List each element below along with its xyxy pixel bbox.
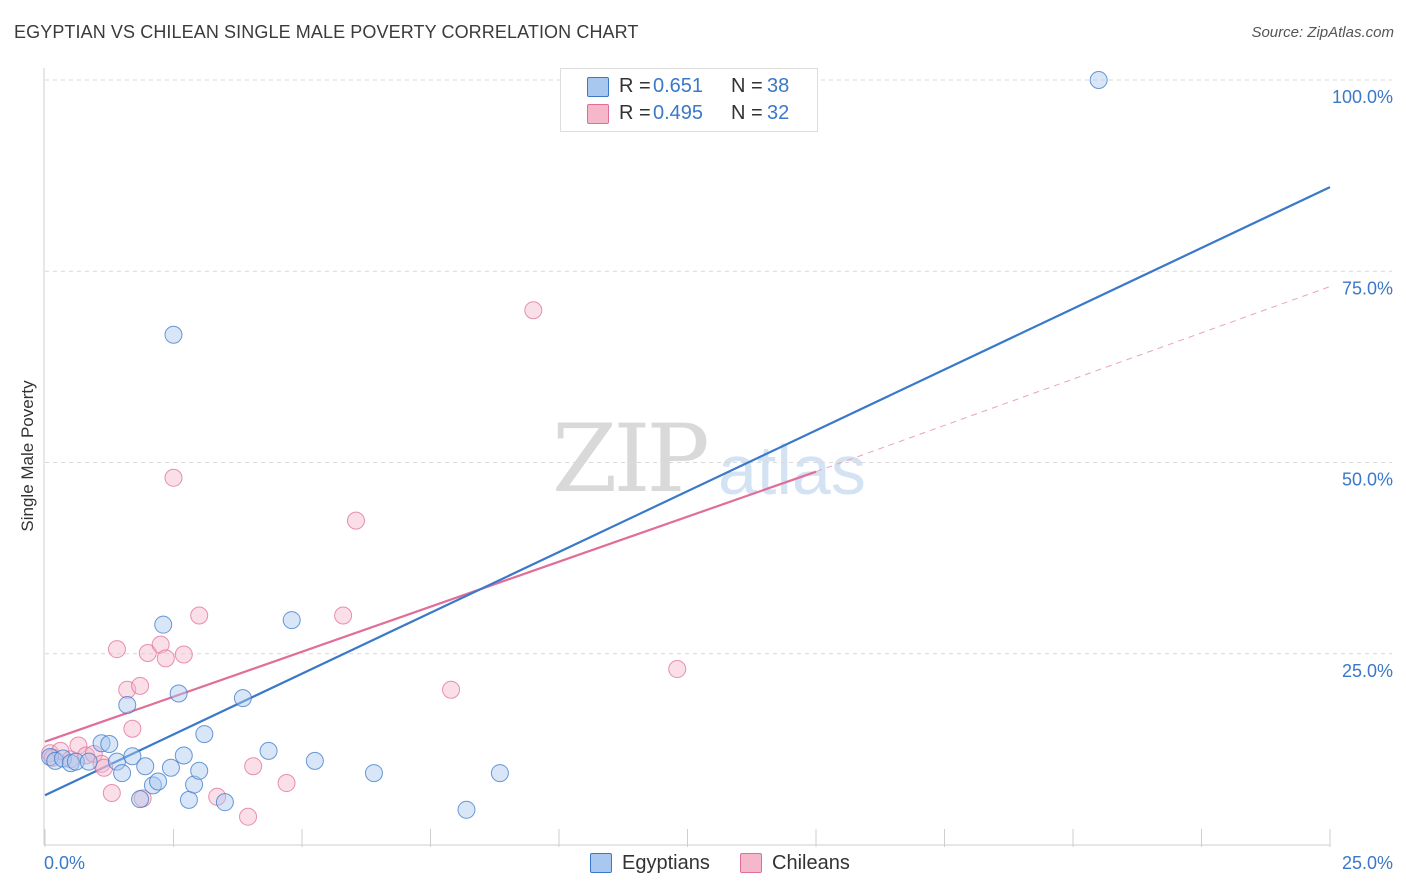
chileans-point bbox=[164, 468, 183, 487]
egyptians-point bbox=[305, 751, 324, 770]
grid-lines bbox=[45, 79, 1392, 655]
chileans-point bbox=[123, 719, 142, 738]
egyptians-point bbox=[169, 684, 188, 703]
chileans-point bbox=[524, 301, 543, 320]
chileans-point bbox=[138, 643, 157, 662]
egyptians-point bbox=[457, 800, 476, 819]
chileans-point bbox=[107, 640, 126, 659]
egyptians-point bbox=[136, 757, 155, 776]
egyptians-point bbox=[131, 790, 150, 809]
correlation-legend: R = 0.651 N = 38 R = 0.495 N = 32 bbox=[560, 68, 818, 132]
legend-swatch-pink bbox=[587, 104, 609, 124]
series-label: Chileans bbox=[772, 852, 850, 874]
chileans-point bbox=[131, 676, 150, 695]
legend-n-value: 38 bbox=[767, 75, 790, 97]
egyptians-point bbox=[179, 790, 198, 809]
trend-lines bbox=[44, 186, 1331, 797]
chileans-point bbox=[69, 736, 88, 755]
series-swatch-pink bbox=[740, 853, 762, 873]
chileans-point bbox=[190, 606, 209, 625]
egyptians-point bbox=[282, 611, 301, 630]
legend-n-value: 32 bbox=[767, 102, 790, 124]
egyptians-point bbox=[364, 764, 383, 783]
x-tick-label: 25.0% bbox=[1342, 853, 1393, 873]
x-tick-label: 0.0% bbox=[44, 853, 85, 873]
egyptians-point bbox=[66, 752, 85, 771]
chileans-point bbox=[244, 757, 263, 776]
watermark-zip: ZIP bbox=[552, 405, 710, 514]
egyptians-point bbox=[100, 735, 119, 754]
tick-labels: 25.0% 50.0% 75.0% 100.0% 0.0% 25.0% bbox=[44, 87, 1393, 873]
legend-n-label: N = bbox=[731, 102, 763, 124]
egyptians-point bbox=[118, 696, 137, 715]
chileans-point bbox=[239, 807, 258, 826]
data-points bbox=[41, 71, 1108, 826]
egyptians-point bbox=[195, 725, 214, 744]
egyptians-point bbox=[92, 734, 111, 753]
egyptians-point bbox=[185, 775, 204, 794]
source-label: Source: ZipAtlas.com bbox=[1251, 24, 1394, 41]
chileans-point bbox=[174, 645, 193, 664]
chileans-point bbox=[442, 680, 461, 699]
trend-line-chileans bbox=[44, 470, 817, 743]
watermark-atlas: atlas bbox=[718, 431, 866, 509]
egyptians-point bbox=[149, 772, 168, 791]
egyptians-point bbox=[113, 764, 132, 783]
egyptians-point bbox=[215, 793, 234, 812]
egyptians-point bbox=[233, 689, 252, 708]
egyptians-point bbox=[161, 758, 180, 777]
legend-r-value: 0.651 bbox=[653, 75, 704, 97]
y-axis-title: Single Male Poverty bbox=[18, 380, 37, 532]
axes bbox=[43, 68, 1331, 847]
egyptians-point bbox=[79, 752, 98, 771]
egyptians-point bbox=[259, 741, 278, 760]
y-tick-label: 75.0% bbox=[1342, 278, 1393, 298]
egyptians-point bbox=[174, 746, 193, 765]
legend-r-label: R = bbox=[619, 75, 651, 97]
chileans-point bbox=[277, 774, 296, 793]
legend-r-label: R = bbox=[619, 102, 651, 124]
chileans-point bbox=[334, 606, 353, 625]
y-tick-label: 25.0% bbox=[1342, 661, 1393, 681]
egyptians-point bbox=[490, 764, 509, 783]
legend-r-value: 0.495 bbox=[653, 102, 704, 124]
chileans-point bbox=[102, 783, 121, 802]
legend-n-label: N = bbox=[731, 75, 763, 97]
chileans-point bbox=[346, 511, 365, 530]
egyptians-point bbox=[154, 615, 173, 634]
legend-swatch-blue bbox=[587, 77, 609, 97]
chileans-point bbox=[151, 635, 170, 654]
trend-line-egyptians bbox=[44, 186, 1331, 797]
egyptians-point bbox=[1089, 71, 1108, 89]
chart-title: EGYPTIAN VS CHILEAN SINGLE MALE POVERTY … bbox=[14, 22, 639, 42]
series-swatch-blue bbox=[590, 853, 612, 873]
chileans-point bbox=[668, 660, 687, 679]
trend-line-chileans-extension bbox=[815, 286, 1331, 473]
y-tick-label: 50.0% bbox=[1342, 470, 1393, 490]
egyptians-point bbox=[190, 761, 209, 780]
chileans-point bbox=[156, 649, 175, 668]
y-tick-label: 100.0% bbox=[1332, 87, 1393, 107]
egyptians-point bbox=[164, 325, 183, 344]
series-label: Egyptians bbox=[622, 852, 710, 874]
egyptians-point bbox=[123, 747, 142, 766]
